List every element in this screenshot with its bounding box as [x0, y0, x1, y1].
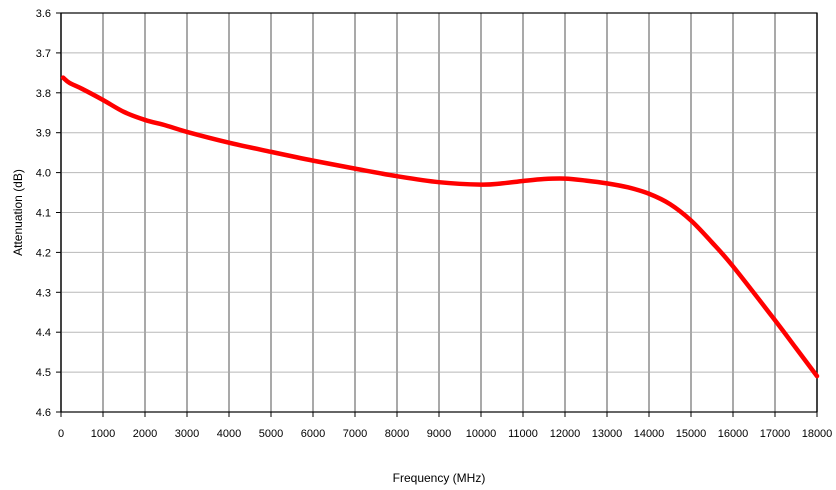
x-axis-ticks: 0 1000 2000 3000 4000 5000 6000 7000 8000 9000 100… [58, 412, 832, 440]
x-tick-label: 6000 [301, 428, 325, 440]
y-tick-label: 4.4 [36, 327, 51, 339]
x-tick-label: 3000 [175, 428, 199, 440]
x-tick-label: 2000 [133, 428, 157, 440]
x-tick-label: 5000 [259, 428, 283, 440]
x-tick-label: 0 [58, 428, 64, 440]
x-tick-label: 17000 [760, 428, 791, 440]
y-tick-label: 4.1 [36, 208, 51, 220]
y-tick-label: 3.9 [36, 128, 51, 140]
y-tick-label: 4.2 [36, 247, 51, 259]
x-tick-label: 11000 [508, 428, 538, 440]
y-tick-label: 3.6 [36, 8, 51, 20]
y-tick-label: 4.0 [36, 168, 51, 180]
x-tick-label: 9000 [427, 428, 451, 440]
y-tick-label: 3.8 [36, 88, 51, 100]
x-tick-label: 1000 [91, 428, 115, 440]
y-tick-label: 4.6 [36, 407, 51, 419]
series-group [60, 75, 820, 379]
x-tick-label: 4000 [217, 428, 241, 440]
attenuation-series-line [60, 75, 820, 379]
y-tick-label: 4.5 [36, 367, 51, 379]
y-axis-ticks: 3.6 3.7 3.8 3.9 4.0 4.1 4.2 4.3 4.4 4.5 4.6 [36, 8, 61, 419]
grid-lines [60, 12, 818, 413]
y-axis-title: Attenuation (dB) [11, 169, 25, 256]
x-tick-label: 8000 [385, 428, 409, 440]
x-tick-label: 13000 [592, 428, 623, 440]
y-tick-label: 4.3 [36, 287, 51, 299]
x-tick-label: 18000 [802, 428, 833, 440]
x-tick-label: 14000 [634, 428, 665, 440]
y-tick-label: 3.7 [36, 48, 51, 60]
x-tick-label: 16000 [718, 428, 749, 440]
x-tick-label: 7000 [343, 428, 367, 440]
x-tick-label: 10000 [466, 428, 497, 440]
x-axis-title: Frequency (MHz) [393, 471, 486, 485]
x-tick-label: 15000 [676, 428, 707, 440]
x-tick-label: 12000 [550, 428, 581, 440]
